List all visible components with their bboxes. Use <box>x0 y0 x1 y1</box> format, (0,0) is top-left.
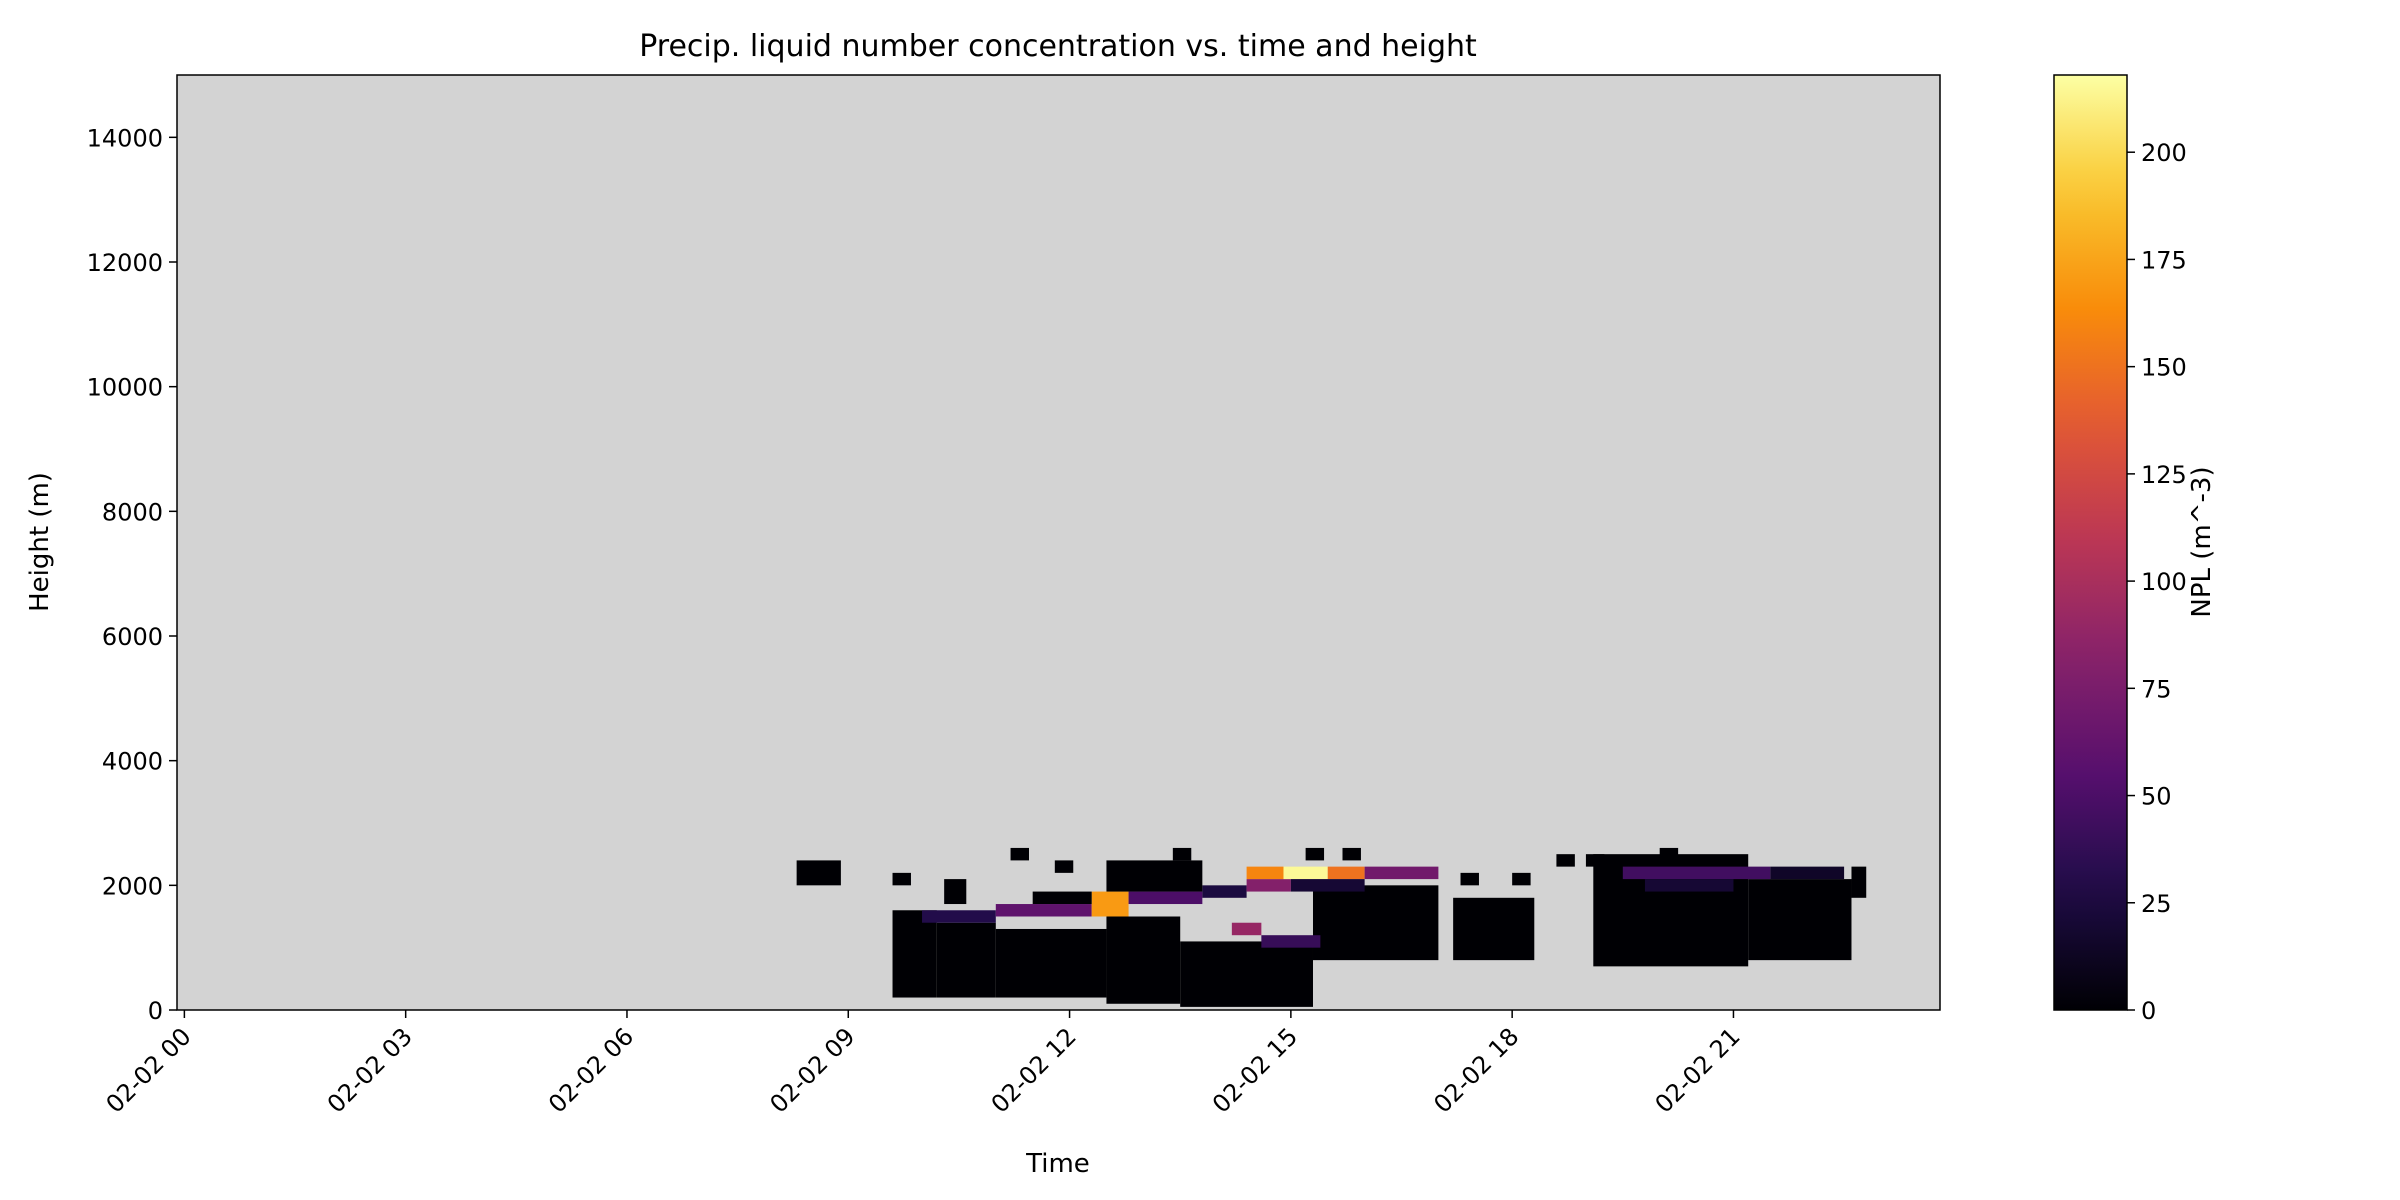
x-tick-label: 02-02 00 <box>101 1022 197 1118</box>
heatmap-cell <box>1283 866 1328 880</box>
colorbar-tick-label: 0 <box>2141 997 2156 1025</box>
heatmap-cells <box>796 847 1867 1007</box>
y-tick-label: 12000 <box>87 249 163 277</box>
x-axis: 02-02 00 02-02 03 02-02 06 02-02 09 02-02 12… <box>101 1010 1746 1119</box>
heatmap-cell <box>1556 854 1575 867</box>
heatmap-cell <box>1010 847 1029 861</box>
heatmap-cell <box>1748 879 1852 961</box>
heatmap-cell <box>892 872 911 886</box>
y-tick-label: 2000 <box>102 872 163 900</box>
heatmap-cell <box>995 904 1092 917</box>
x-axis-label: Time <box>1025 1149 1090 1179</box>
heatmap-cell <box>892 910 937 998</box>
heatmap-cell <box>1106 916 1181 1004</box>
heatmap-cell <box>796 860 841 886</box>
colorbar-tick-label: 150 <box>2141 354 2187 382</box>
heatmap-cell <box>936 922 996 998</box>
heatmap-cell <box>1261 935 1321 948</box>
heatmap-cell <box>1290 879 1365 892</box>
y-tick-label: 0 <box>148 997 163 1025</box>
heatmap-cell <box>1054 860 1074 873</box>
x-tick-label: 02-02 18 <box>1428 1022 1524 1118</box>
y-tick-label: 10000 <box>87 374 163 402</box>
heatmap-cell <box>1305 847 1325 861</box>
y-tick-label: 8000 <box>102 498 163 526</box>
x-tick-label: 02-02 06 <box>543 1022 639 1118</box>
x-tick-label: 02-02 09 <box>764 1022 860 1118</box>
colorbar-tick-label: 200 <box>2141 139 2187 167</box>
heatmap-cell <box>1312 885 1439 961</box>
y-tick-label: 14000 <box>87 124 163 152</box>
heatmap-cell <box>1172 847 1192 861</box>
colorbar-tick-label: 100 <box>2141 568 2187 596</box>
heatmap-cell <box>944 879 967 905</box>
heatmap-cell <box>1622 866 1771 880</box>
x-tick-label: 02-02 12 <box>986 1022 1082 1118</box>
heatmap-cell <box>1128 891 1203 905</box>
colorbar-tick-label: 50 <box>2141 783 2172 811</box>
heatmap-cell <box>1032 891 1092 905</box>
x-tick-label: 02-02 15 <box>1207 1022 1303 1118</box>
heatmap-cell <box>1246 866 1284 880</box>
heatmap-cell <box>922 910 996 923</box>
y-axis: 0 2000 4000 6000 8000 10000 12000 14000 <box>87 124 177 1025</box>
colorbar <box>2053 74 2128 1011</box>
heatmap-cell <box>1202 885 1247 898</box>
heatmap-cell <box>1106 860 1203 892</box>
chart-title: Precip. liquid number concentration vs. … <box>639 29 1477 64</box>
heatmap-cell <box>1364 866 1439 880</box>
heatmap-cell <box>1460 872 1479 886</box>
heatmap-cell <box>1644 879 1734 892</box>
colorbar-axis: 0 25 50 75 100 125 150 175 200 <box>2127 139 2187 1025</box>
heatmap-cell <box>1231 922 1262 936</box>
heatmap-cell <box>1342 847 1361 861</box>
x-tick-label: 02-02 03 <box>322 1022 418 1118</box>
y-tick-label: 4000 <box>102 748 163 776</box>
heatmap-cell <box>1453 897 1535 961</box>
colorbar-tick-label: 125 <box>2141 461 2187 489</box>
colorbar-tick-label: 25 <box>2141 890 2172 918</box>
heatmap-cell <box>1585 854 1605 867</box>
colorbar-tick-label: 75 <box>2141 675 2172 703</box>
y-axis-label: Height (m) <box>25 472 55 612</box>
colorbar-label: NPL (m^-3) <box>2187 466 2217 617</box>
heatmap-cell <box>1659 847 1679 861</box>
heatmap-cell <box>995 928 1107 998</box>
heatmap-cell <box>1246 879 1291 892</box>
heatmap-cell <box>1851 866 1867 898</box>
heatmap-cell <box>1770 866 1845 880</box>
plot-frame <box>176 74 1941 1011</box>
heatmap-cell <box>1091 891 1129 917</box>
y-tick-label: 6000 <box>102 623 163 651</box>
x-tick-label: 02-02 21 <box>1650 1022 1746 1118</box>
colorbar-tick-label: 175 <box>2141 246 2187 274</box>
heatmap-cell <box>1327 866 1365 880</box>
heatmap-cell <box>1512 872 1531 886</box>
heatmap-cell <box>1180 941 1313 1007</box>
